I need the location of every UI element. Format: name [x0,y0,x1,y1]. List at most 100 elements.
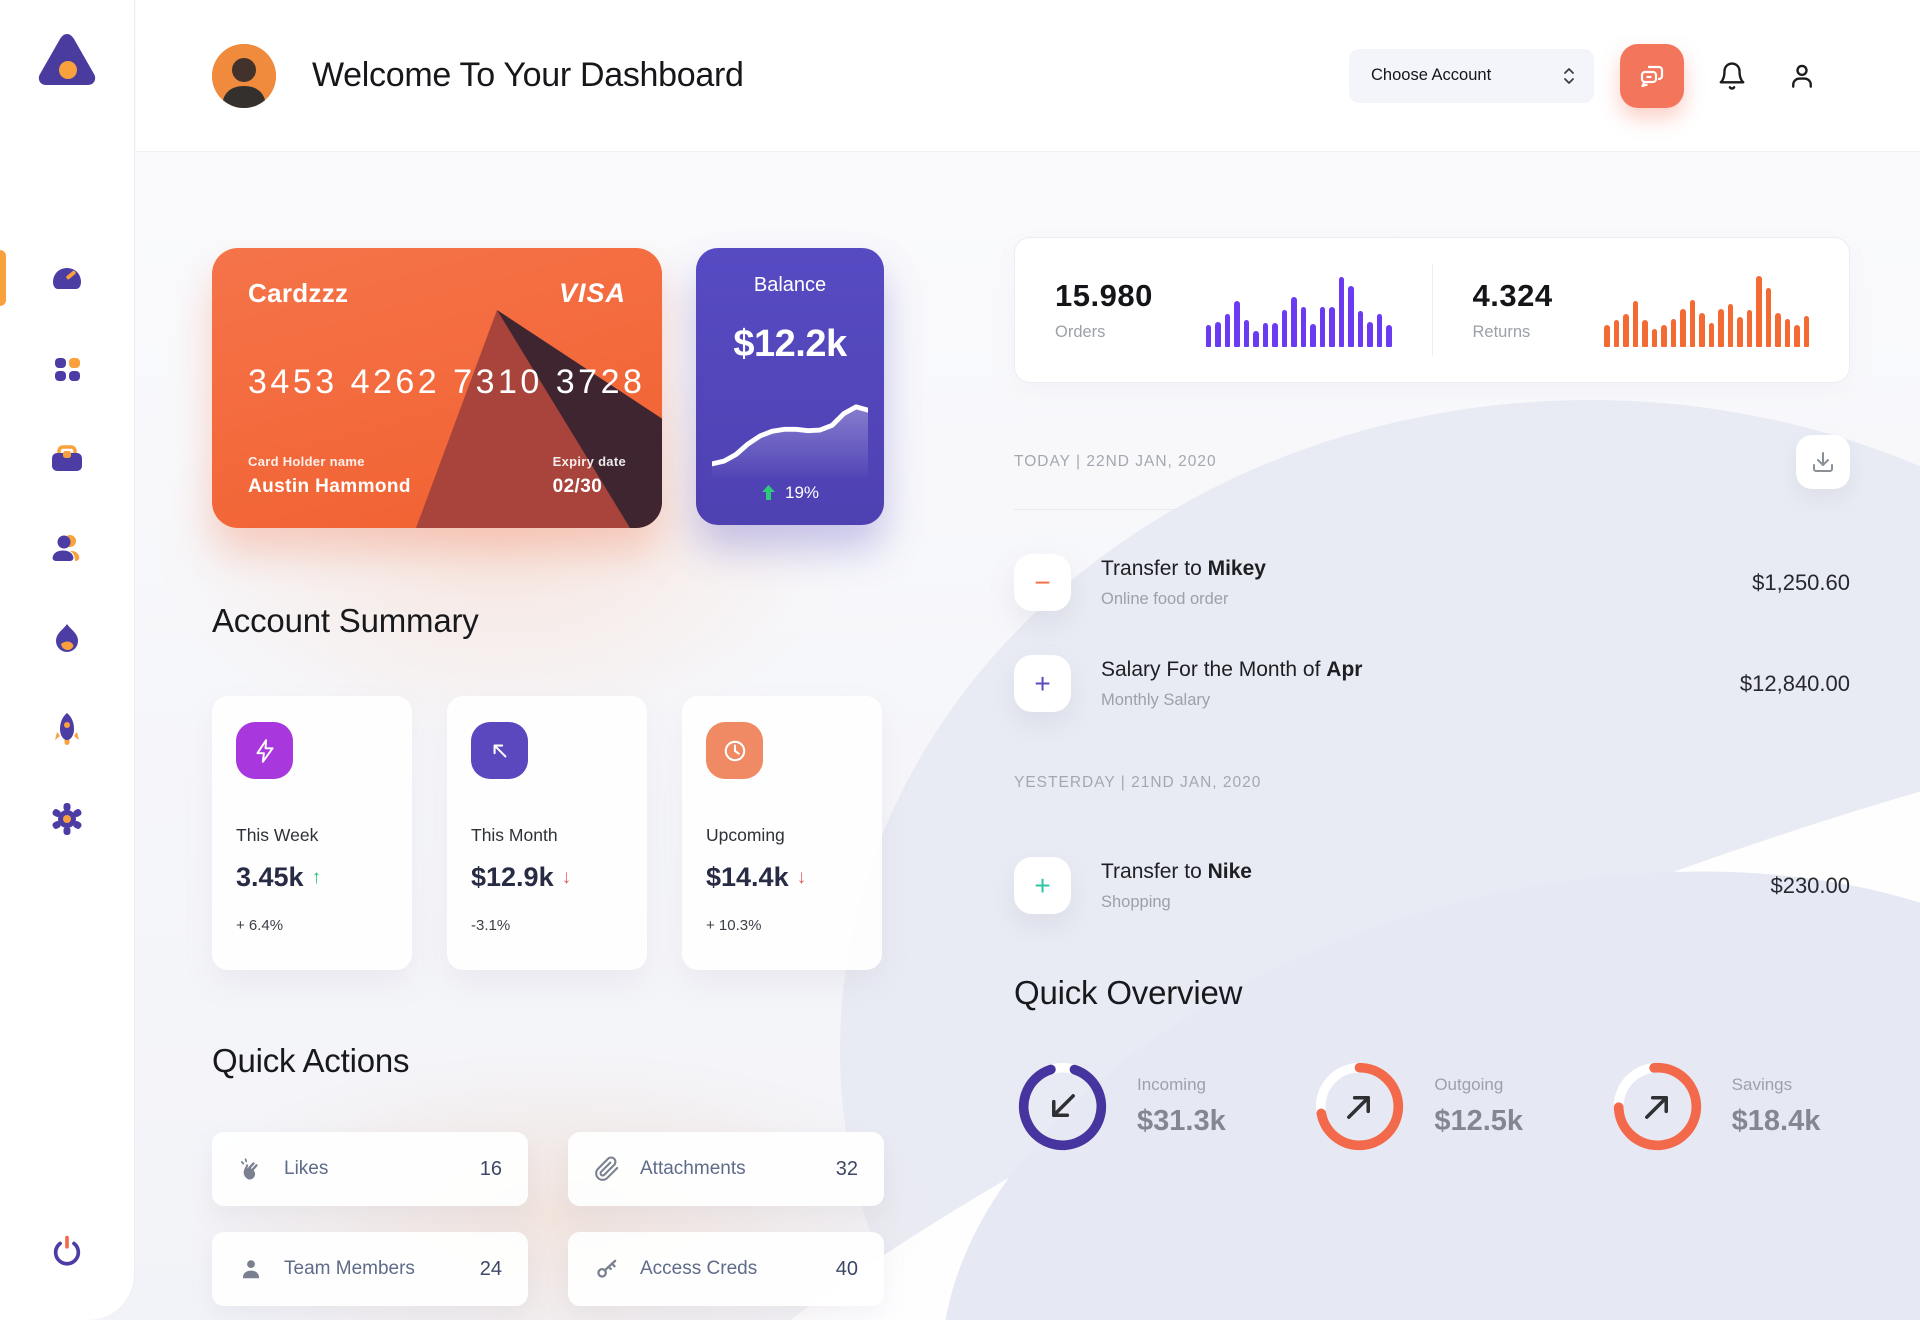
overview-savings: Savings $18.4k [1609,1058,1850,1155]
overview-value: $12.5k [1434,1105,1524,1137]
arrow-up-left-icon [471,722,528,779]
overview-text: Incoming $31.3k [1137,1075,1226,1138]
action-count: 40 [835,1257,858,1280]
tx-amount: $12,840.00 [1739,670,1850,696]
outgoing-ring [1311,1058,1408,1155]
rocket-icon [55,713,79,745]
action-attachments[interactable]: Attachments 32 [568,1132,884,1206]
orders-returns-card: 15.980 Orders 4.324 Returns [1014,237,1850,383]
card-expiry-label: Expiry date [552,454,626,469]
sidebar-item-briefcase[interactable] [48,440,86,478]
quick-overview-heading: Quick Overview [1014,974,1243,1011]
balance-label: Balance [753,274,827,296]
card-expiry-date: 02/30 [552,476,603,497]
tx-subtitle: Shopping [1101,892,1171,911]
orders-sparkline [1205,273,1392,347]
sidebar-item-people[interactable] [48,530,86,568]
summary-value: $12.9k ↓ [471,862,572,892]
sidebar-item-apps[interactable] [48,350,86,388]
notifications-button[interactable] [1710,54,1754,98]
action-label: Team Members [284,1258,415,1279]
overview-label: Incoming [1137,1075,1206,1094]
sidebar-item-dashboard[interactable] [0,250,86,306]
card-number: 3453 4262 7310 3728 [248,363,646,401]
sidebar-item-settings[interactable] [48,800,86,838]
trend-arrow-icon: ↑ [311,866,322,888]
user-icon [1792,64,1812,88]
balance-trend-chart [712,404,868,477]
tx-title: Transfer to Nike [1101,859,1252,883]
divider [1014,509,1850,510]
overview-text: Outgoing $12.5k [1434,1075,1523,1138]
tx-text: Transfer to Nike Shopping [1101,860,1252,912]
page-title: Welcome To Your Dashboard [312,56,744,94]
returns-sparkline [1604,273,1809,347]
right-column: 15.980 Orders 4.324 Returns [1014,152,1850,1306]
summary-label: This Week [236,825,319,845]
minus-icon: − [1014,554,1071,611]
savings-ring [1609,1058,1706,1155]
transaction-row-nike[interactable]: + Transfer to Nike Shopping $230.00 [1014,857,1850,914]
returns-stat: 4.324 Returns [1433,273,1850,347]
arrow-up-icon [761,485,775,500]
content: Cardzzz VISA 3453 4262 7310 3728 Card Ho… [136,152,1920,1306]
tx-group-header-yesterday: YESTERDAY | 21ND JAN, 2020 [1014,774,1850,792]
credit-card[interactable]: Cardzzz VISA 3453 4262 7310 3728 Card Ho… [212,248,662,528]
sidebar-item-flame[interactable] [48,620,86,658]
returns-label: Returns [1472,323,1531,341]
action-count: 24 [479,1257,502,1280]
left-column: Cardzzz VISA 3453 4262 7310 3728 Card Ho… [212,152,884,1306]
sidebar-nav [0,250,86,838]
logout-power-icon[interactable] [50,1234,84,1268]
summary-change: -3.1% [471,917,511,934]
orders-stat: 15.980 Orders [1015,273,1432,347]
action-likes[interactable]: Likes 16 [212,1132,528,1206]
tx-amount: $1,250.60 [1752,569,1850,595]
profile-button[interactable] [1780,54,1824,98]
quick-overview-row: Incoming $31.3k [1014,1058,1850,1155]
overview-value: $18.4k [1731,1105,1821,1137]
sidebar-item-rocket[interactable] [48,710,86,748]
balance-change-value: 19% [784,483,820,502]
chat-button[interactable] [1620,43,1684,108]
balance-card[interactable]: Balance $12.2k [696,248,884,525]
orders-label: Orders [1055,323,1106,341]
clock-icon [706,722,763,779]
active-indicator [0,250,6,306]
choose-account-select[interactable]: Choose Account [1349,48,1594,103]
trend-arrow-icon: ↓ [796,866,807,888]
transaction-row-salary[interactable]: + Salary For the Month of Apr Monthly Sa… [1014,655,1850,712]
user-avatar[interactable] [212,43,276,108]
apps-grid-icon [55,358,80,381]
sidebar [0,0,135,1320]
action-label: Attachments [640,1158,746,1179]
summary-card-this-week[interactable]: This Week 3.45k ↑ + 6.4% [212,696,412,970]
arrow-up-right-icon [1644,1096,1668,1119]
divider [1014,812,1850,813]
card-holder-label: Card Holder name [248,454,365,469]
card-holder-name: Austin Hammond [248,476,411,497]
action-team-members[interactable]: Team Members 24 [212,1232,528,1306]
summary-card-upcoming[interactable]: Upcoming $14.4k ↓ + 10.3% [682,696,882,970]
app-logo triangle-logo-icon[interactable] [34,30,100,92]
quick-actions-heading: Quick Actions [212,1042,410,1079]
overview-value: $31.3k [1137,1105,1226,1137]
action-count: 32 [835,1157,858,1180]
gear-icon [52,803,82,835]
arrow-up-right-icon [1347,1096,1371,1119]
transaction-row-mikey[interactable]: − Transfer to Mikey Online food order $1… [1014,554,1850,611]
bell-icon [1719,61,1745,90]
overview-text: Savings $18.4k [1732,1075,1821,1138]
overview-incoming: Incoming $31.3k [1014,1058,1255,1155]
action-label: Likes [284,1158,329,1179]
person-icon [242,1260,260,1279]
card-expiry-block: Expiry date 02/30 [553,454,626,498]
tx-text: Salary For the Month of Apr Monthly Sala… [1101,658,1362,710]
download-button[interactable] [1796,435,1850,489]
balance-trend-line [712,404,868,467]
summary-card-this-month[interactable]: This Month $12.9k ↓ -3.1% [447,696,647,970]
balance-value: $12.2k [733,323,847,365]
header-controls: Choose Account [1349,43,1824,108]
action-access-creds[interactable]: Access Creds 40 [568,1232,884,1306]
